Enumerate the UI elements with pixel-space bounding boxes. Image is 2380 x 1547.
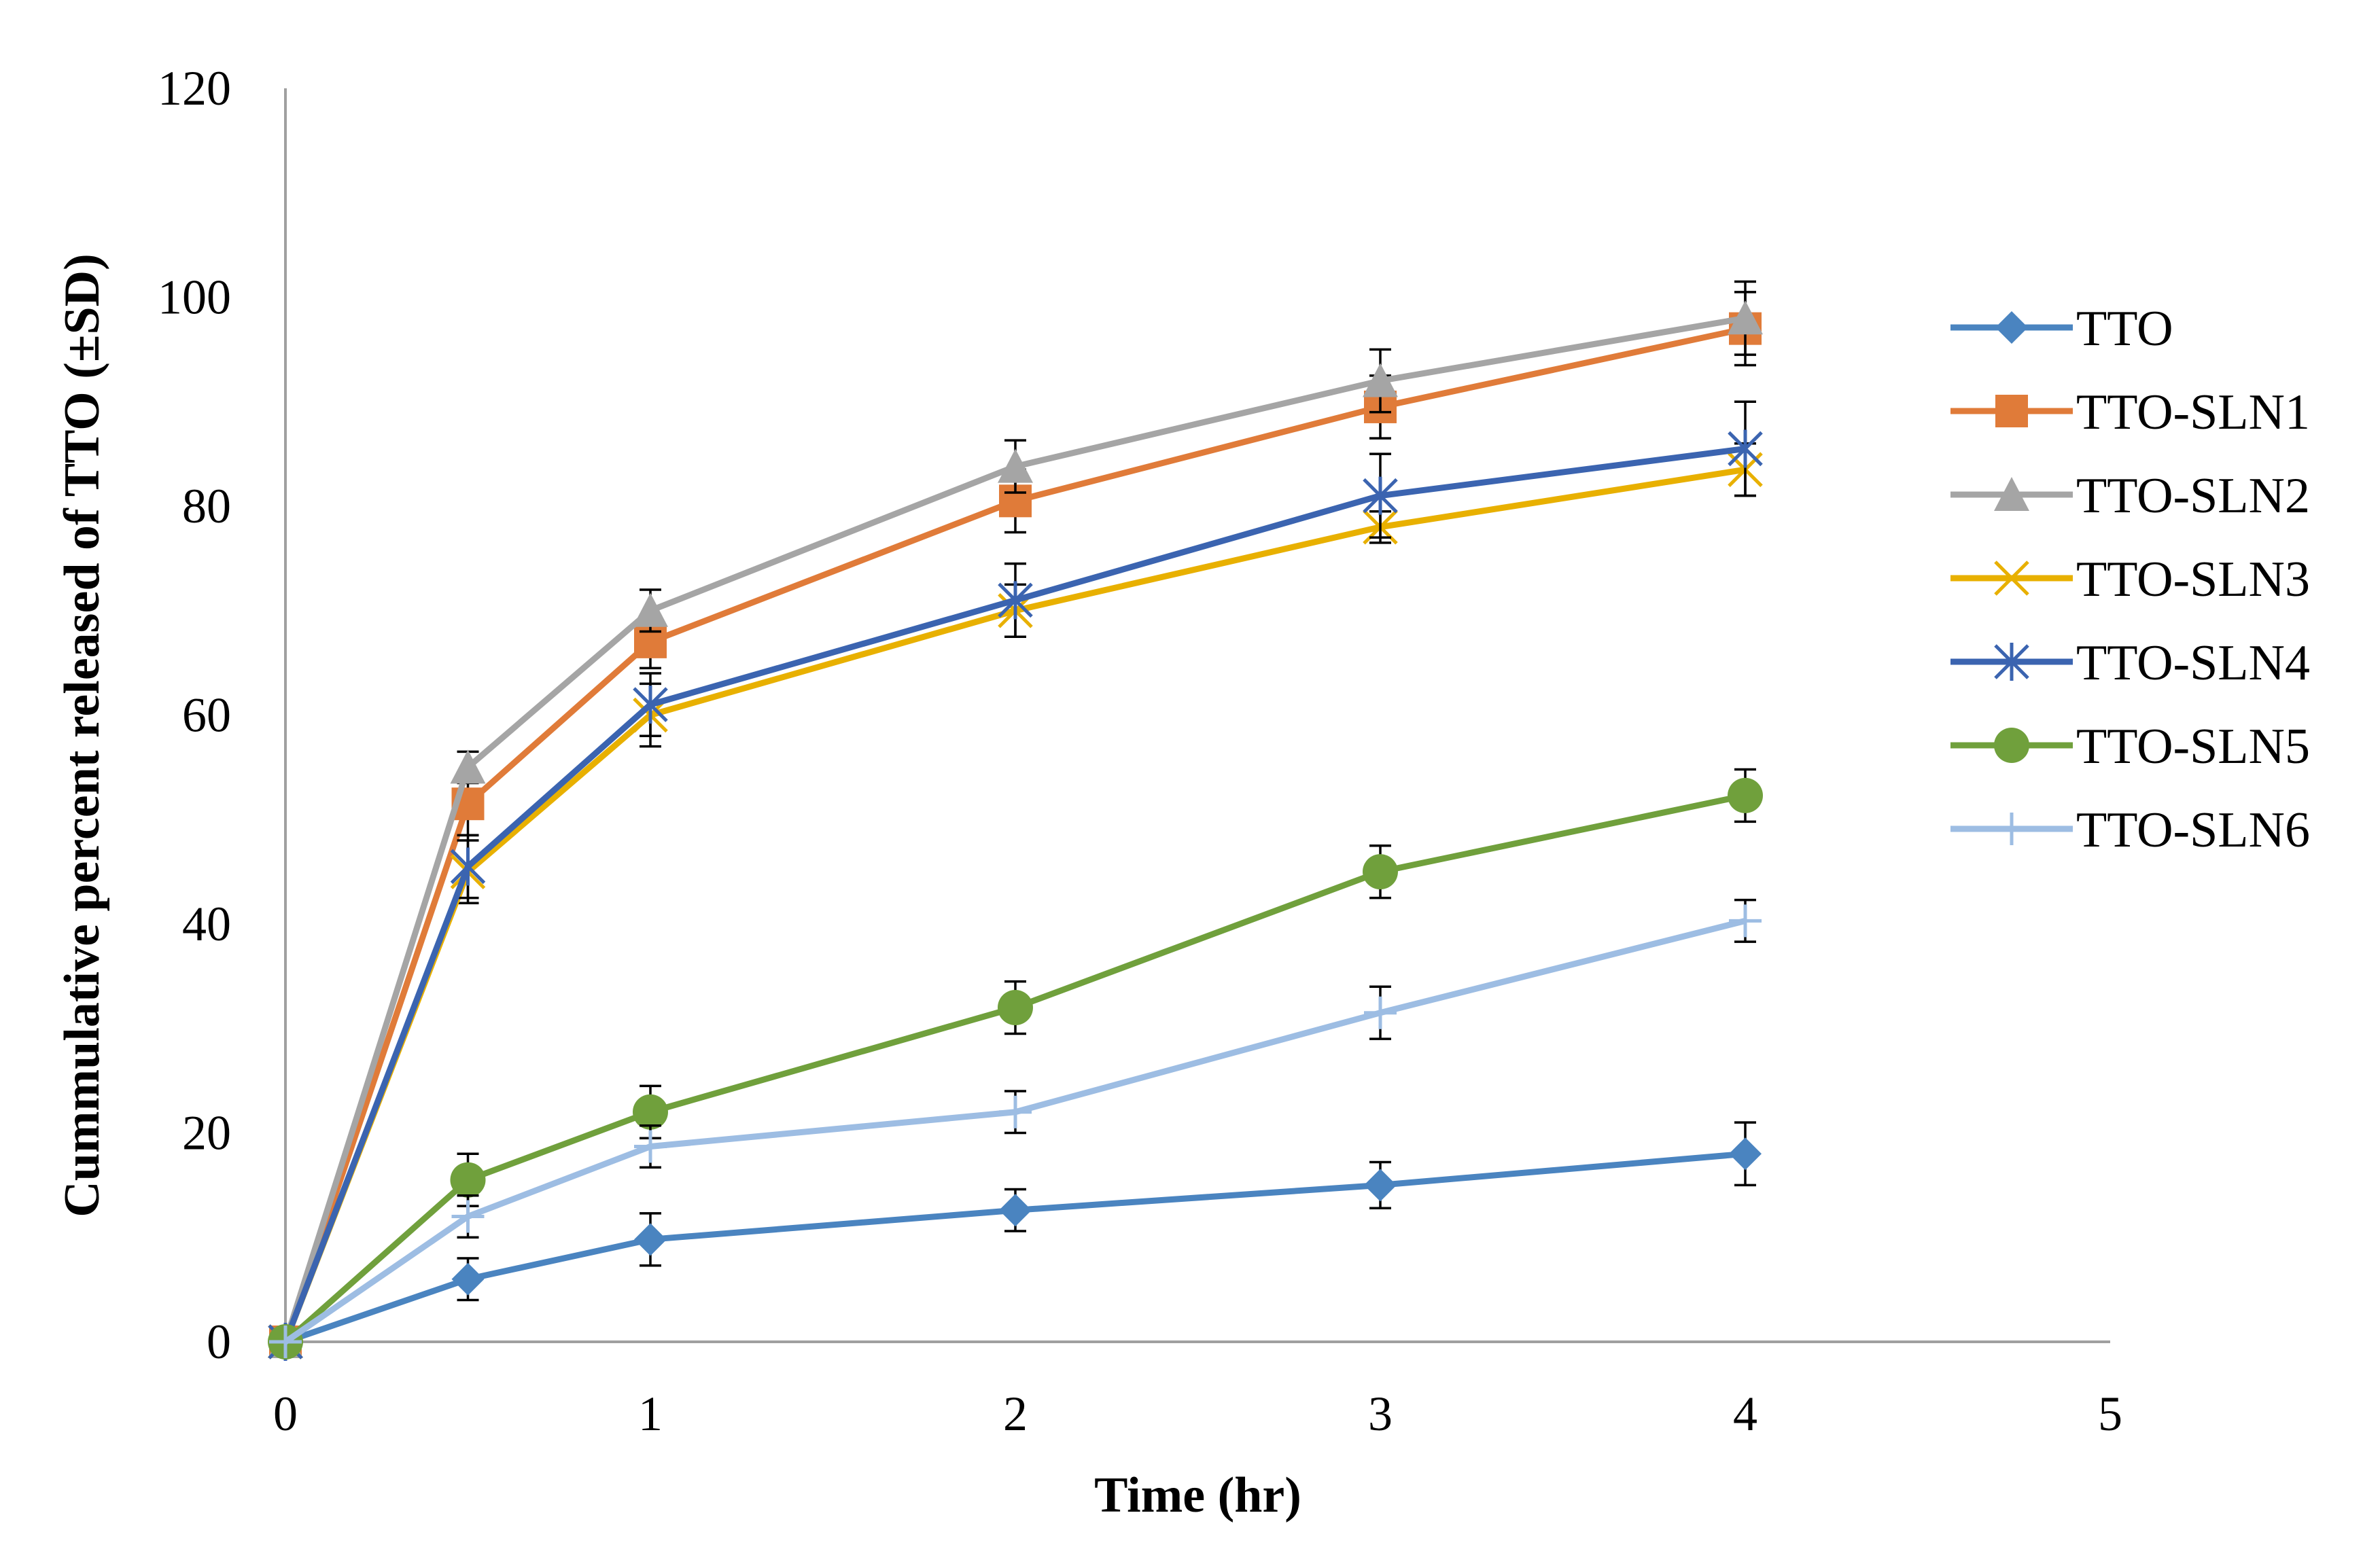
series-line	[283, 792, 1746, 1345]
data-point	[634, 1223, 667, 1256]
legend-marker	[1994, 477, 2029, 511]
legend-label: TTO-SLN5	[2076, 719, 2310, 775]
data-point	[1364, 1169, 1397, 1202]
legend-label: TTO-SLN4	[2076, 635, 2310, 691]
legend-item-tto-sln1: TTO-SLN1	[1950, 385, 2310, 440]
legend: TTO TTO-SLN1 TTO-SLN2 TTO-SLN3 TTO-SLN4 TTO-S…	[1950, 301, 2310, 858]
legend-marker	[1995, 813, 2028, 845]
legend-item-tto-sln2: TTO-SLN2	[1950, 468, 2310, 524]
series-tto-sln5	[268, 768, 1763, 1359]
data-point	[1364, 996, 1397, 1029]
x-tick-label: 0	[273, 1387, 298, 1441]
data-point	[633, 686, 668, 724]
data-point	[1363, 363, 1398, 397]
legend-label: TTO-SLN6	[2076, 802, 2310, 858]
data-point	[1728, 777, 1763, 813]
data-point	[450, 847, 486, 886]
legend-marker	[1994, 643, 2029, 681]
y-tick-label: 100	[158, 270, 231, 325]
legend-item-tto-sln5: TTO-SLN5	[1950, 719, 2310, 775]
data-point	[998, 448, 1033, 483]
legend-label: TTO	[2076, 301, 2173, 357]
y-tick-label: 20	[182, 1106, 231, 1160]
series-tto	[269, 1121, 1762, 1358]
data-point	[269, 1326, 302, 1358]
y-tick-label: 0	[207, 1315, 231, 1369]
data-point	[1363, 476, 1398, 515]
data-point	[1728, 300, 1763, 335]
x-tick-label: 1	[638, 1387, 663, 1441]
x-tick-label: 4	[1733, 1387, 1757, 1441]
legend-label: TTO-SLN2	[2076, 468, 2310, 524]
y-tick-label: 60	[182, 688, 231, 743]
legend-marker	[1994, 561, 2029, 596]
legend-label: TTO-SLN3	[2076, 552, 2310, 607]
legend-marker	[1994, 728, 2029, 763]
data-point	[999, 1095, 1032, 1128]
series-line	[284, 1150, 1746, 1345]
data-point	[998, 990, 1033, 1025]
legend-item-tto: TTO	[1950, 301, 2173, 357]
data-point	[999, 1194, 1032, 1227]
legend-item-tto-sln4: TTO-SLN4	[1950, 635, 2310, 691]
data-point	[998, 581, 1033, 620]
legend-marker	[1995, 395, 2028, 427]
legend-label: TTO-SLN1	[2076, 385, 2310, 440]
data-point	[1728, 429, 1763, 468]
legend-item-tto-sln3: TTO-SLN3	[1950, 552, 2310, 607]
data-point	[451, 1200, 485, 1233]
series-line	[282, 315, 1746, 1343]
y-tick-label: 120	[158, 61, 231, 115]
legend-marker	[1995, 311, 2028, 344]
data-point	[633, 1094, 668, 1130]
data-point	[634, 1130, 667, 1163]
series-line	[282, 445, 1746, 1343]
series-line	[282, 325, 1746, 1343]
y-axis-title: Cummulative percent released of TTO (±SD…	[54, 253, 110, 1217]
x-tick-label: 3	[1368, 1387, 1393, 1441]
series-tto-sln6	[269, 898, 1762, 1358]
series-tto-sln2	[268, 280, 1763, 1358]
data-point	[451, 1262, 485, 1296]
y-tick-labels: 0 20 40 60 80 100 120	[158, 61, 231, 1369]
legend-item-tto-sln6: TTO-SLN6	[1950, 802, 2310, 858]
y-tick-label: 80	[182, 479, 231, 533]
x-tick-label: 5	[2098, 1387, 2122, 1441]
data-point	[1363, 854, 1398, 890]
x-tick-label: 2	[1003, 1387, 1028, 1441]
series-layer	[268, 280, 1763, 1361]
x-axis-title: Time (hr)	[1094, 1468, 1301, 1523]
data-point	[633, 592, 668, 627]
data-point	[1729, 904, 1762, 938]
x-tick-labels: 0 1 2 3 4 5	[273, 1387, 2122, 1441]
series-line	[283, 918, 1747, 1345]
data-point	[1729, 1137, 1762, 1171]
data-point	[450, 749, 486, 784]
y-tick-label: 40	[182, 897, 231, 951]
data-point	[450, 1162, 486, 1198]
